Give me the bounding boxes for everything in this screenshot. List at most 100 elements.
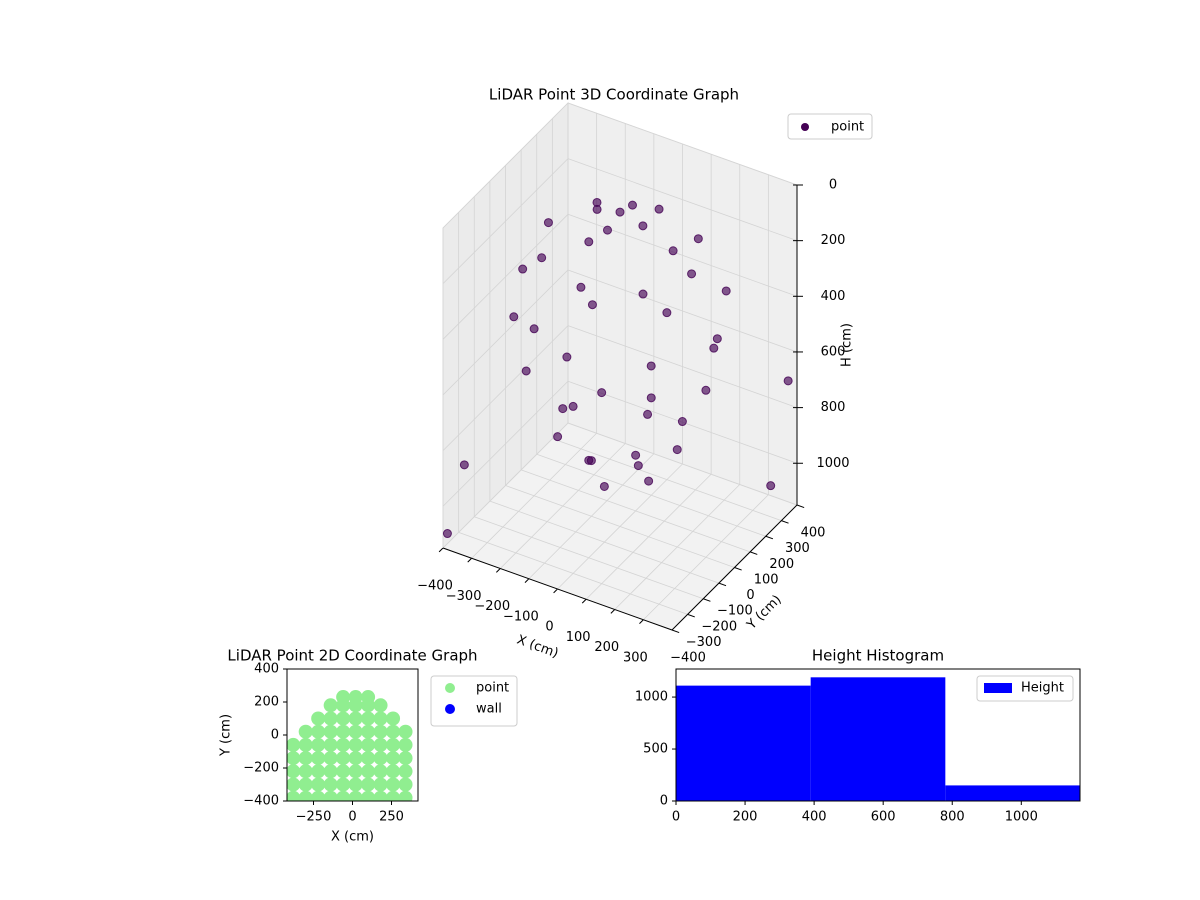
point xyxy=(348,737,363,752)
point xyxy=(361,698,376,713)
x-tick-label: 1000 xyxy=(1005,810,1038,825)
point xyxy=(543,218,553,228)
x-tick-label: −100 xyxy=(503,609,539,624)
point xyxy=(298,790,313,801)
x-tick-label: −200 xyxy=(474,599,510,614)
legend-box xyxy=(787,113,873,140)
point xyxy=(336,764,351,779)
point xyxy=(373,777,388,792)
point xyxy=(398,777,413,792)
point xyxy=(287,777,301,792)
grid-line xyxy=(520,469,751,553)
point xyxy=(323,698,338,713)
point xyxy=(386,711,401,726)
point xyxy=(298,764,313,779)
point xyxy=(631,450,641,460)
grid-line xyxy=(458,531,688,615)
point xyxy=(672,445,682,455)
y-tick-label: 0 xyxy=(746,588,754,603)
point xyxy=(638,221,648,231)
point xyxy=(562,352,572,362)
y-tick-label: −200 xyxy=(243,761,279,776)
x-tick-mark xyxy=(495,568,501,573)
point xyxy=(386,777,401,792)
point xyxy=(558,404,568,414)
y-tick-mark xyxy=(734,567,742,571)
grid-line xyxy=(442,325,569,451)
point xyxy=(373,698,388,713)
grid-line xyxy=(442,102,569,229)
y-tick-mark xyxy=(687,613,695,618)
point xyxy=(584,237,594,247)
point xyxy=(586,456,596,466)
point xyxy=(361,790,376,801)
grid-line xyxy=(536,453,766,537)
point xyxy=(311,790,326,801)
point xyxy=(361,751,376,766)
x-tick-label: −400 xyxy=(417,579,453,594)
legend-marker xyxy=(445,683,455,693)
y-tick-label: 200 xyxy=(254,695,279,710)
point xyxy=(677,417,687,427)
point xyxy=(348,777,363,792)
point xyxy=(398,790,413,801)
point xyxy=(323,777,338,792)
point xyxy=(323,737,338,752)
point xyxy=(336,724,351,739)
point xyxy=(442,529,452,539)
point xyxy=(398,764,413,779)
point xyxy=(287,790,301,801)
legend-marker xyxy=(984,683,1012,693)
x-tick-label: 100 xyxy=(566,630,591,645)
point xyxy=(766,481,776,491)
legend-box xyxy=(976,675,1074,702)
point xyxy=(323,724,338,739)
x-tick-label: 0 xyxy=(348,810,356,825)
point xyxy=(628,200,637,210)
point xyxy=(287,751,301,766)
point xyxy=(386,751,401,766)
z-axis-label: H (cm) xyxy=(840,323,855,367)
x-tick-mark xyxy=(610,609,616,614)
point xyxy=(603,225,612,235)
point xyxy=(687,269,697,279)
point xyxy=(336,777,351,792)
point xyxy=(386,790,401,801)
legend-marker xyxy=(801,123,809,131)
y-tick-label: 400 xyxy=(254,662,279,677)
point xyxy=(386,737,401,752)
y-tick-label: −300 xyxy=(686,635,722,650)
point xyxy=(597,388,607,398)
point xyxy=(592,197,602,207)
point xyxy=(398,751,413,766)
point xyxy=(668,246,678,256)
point xyxy=(386,724,401,739)
legend-label: Height xyxy=(1021,681,1064,696)
x-tick-label: 800 xyxy=(940,810,965,825)
grid-line xyxy=(567,158,798,242)
chart-title: Height Histogram xyxy=(812,647,944,665)
point xyxy=(361,777,376,792)
point xyxy=(336,790,351,801)
y-tick-label: 500 xyxy=(643,742,668,757)
y-tick-label: −400 xyxy=(243,794,279,809)
y-tick-mark xyxy=(765,535,774,540)
grid-line xyxy=(552,438,782,522)
z-tick-label: 800 xyxy=(821,400,846,415)
point xyxy=(336,737,351,752)
chart-histogram: 0 200 400 600 800 1000 0 500 1000 Height Histogra… xyxy=(635,647,1081,825)
y-tick-mark xyxy=(718,582,727,587)
grid-line xyxy=(442,214,569,340)
legend-label: point xyxy=(476,681,509,696)
x-tick-mark xyxy=(524,578,530,584)
bar xyxy=(810,677,946,801)
point xyxy=(587,300,597,310)
y-axis-label: Y (cm) xyxy=(219,714,234,757)
point xyxy=(553,432,563,442)
point xyxy=(521,366,531,376)
point xyxy=(373,751,388,766)
y-tick-label: −200 xyxy=(701,619,737,634)
chart-2d: −250 0 250 −400 −200 0 200 400 X (cm) Y (cm) LiDAR… xyxy=(219,647,518,845)
point xyxy=(361,737,376,752)
